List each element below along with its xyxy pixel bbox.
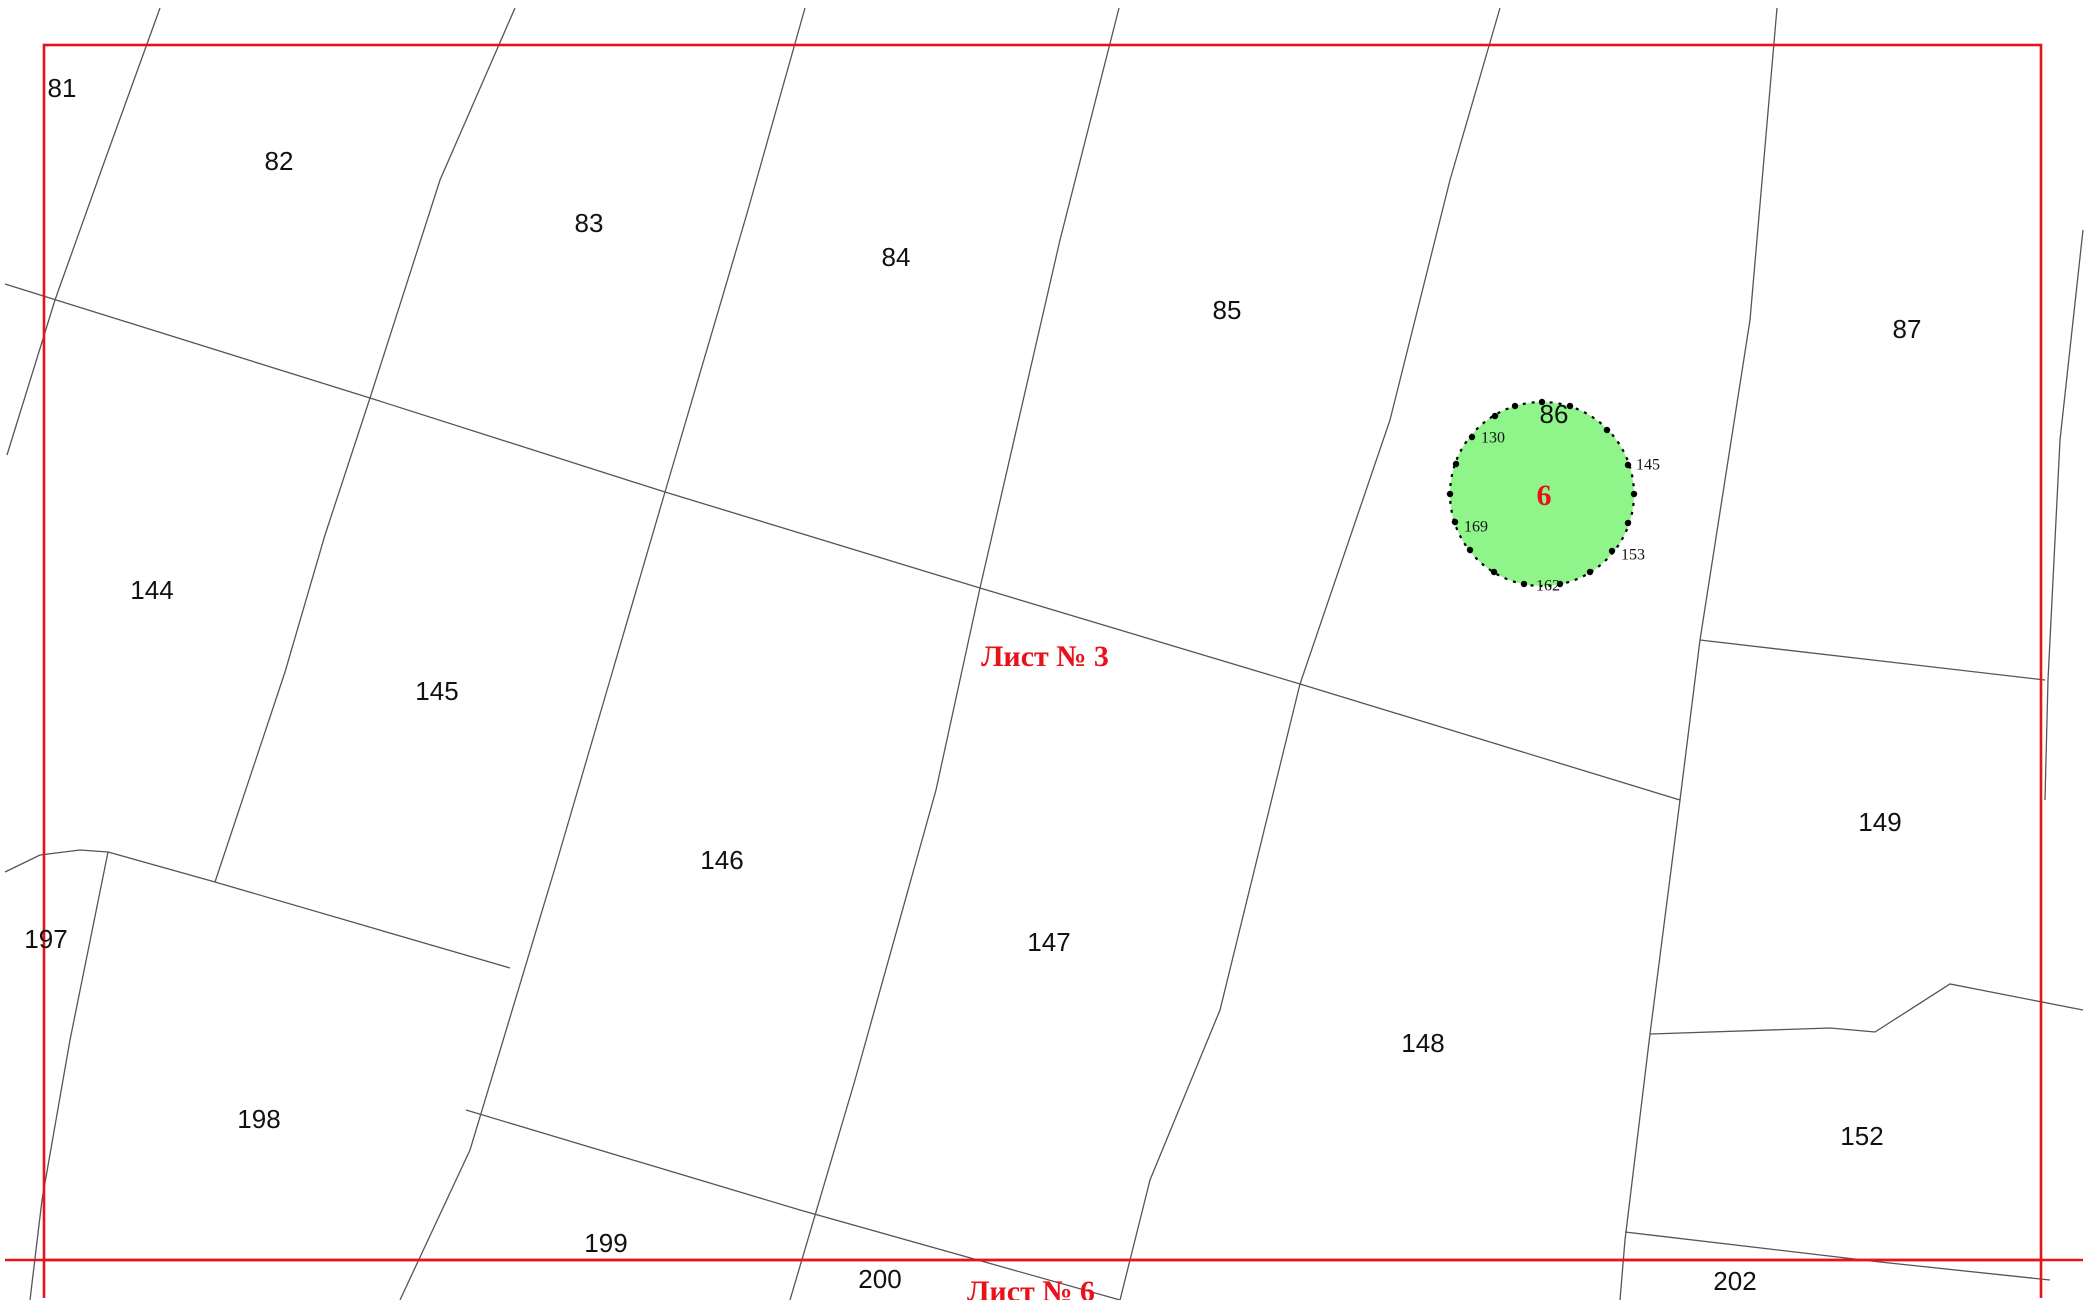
boundary-line: [6, 7, 161, 456]
point-label-162: 162: [1536, 578, 1560, 595]
parcel-labels: 81 82 83 84 85 86 87 144 145 146 147 148…: [24, 73, 1921, 1296]
parcel-label-202: 202: [1713, 1266, 1756, 1296]
zone-number-label: 6: [1537, 479, 1552, 512]
boundary-line: [399, 7, 806, 1300]
vertex-point: [1603, 426, 1611, 434]
parcel-label-84: 84: [882, 242, 911, 272]
parcel-label-200: 200: [858, 1264, 901, 1294]
boundary-line: [4, 283, 1681, 801]
parcel-label-85: 85: [1213, 295, 1242, 325]
zone-vertices: [1446, 398, 1638, 588]
point-label-130: 130: [1481, 430, 1505, 447]
parcel-label-144: 144: [130, 575, 173, 605]
zone-6: 6 130 145 153 162 169: [1446, 398, 1660, 595]
boundary-line: [2044, 229, 2084, 801]
parcel-label-81: 81: [48, 73, 77, 103]
sheet-frame: [5, 43, 2083, 1298]
parcel-label-83: 83: [575, 208, 604, 238]
parcel-label-82: 82: [265, 146, 294, 176]
boundary-line: [1649, 983, 2084, 1035]
vertex-point: [1630, 490, 1638, 498]
vertex-point: [1624, 519, 1632, 527]
vertex-point: [1468, 433, 1476, 441]
parcel-label-198: 198: [237, 1104, 280, 1134]
vertex-point: [1608, 547, 1616, 555]
vertex-point: [1556, 580, 1564, 588]
vertex-point: [1566, 402, 1574, 410]
parcel-label-149: 149: [1858, 807, 1901, 837]
parcel-boundaries: [4, 7, 2084, 1300]
boundary-line: [1619, 7, 1778, 1300]
vertex-point: [1538, 398, 1546, 406]
parcel-label-197: 197: [24, 924, 67, 954]
boundary-line: [1119, 7, 1501, 1300]
vertex-point: [1624, 461, 1632, 469]
parcel-label-152: 152: [1840, 1121, 1883, 1151]
sheet-label-current: Лист № 3: [981, 640, 1109, 673]
parcel-label-145: 145: [415, 676, 458, 706]
parcel-label-146: 146: [700, 845, 743, 875]
vertex-point: [1451, 518, 1459, 526]
point-label-169: 169: [1464, 519, 1488, 536]
vertex-point: [1511, 402, 1519, 410]
boundary-line: [1624, 1231, 2051, 1281]
point-label-145: 145: [1636, 457, 1660, 474]
parcel-label-199: 199: [584, 1228, 627, 1258]
boundary-line: [789, 7, 1120, 1300]
sheet-label-below: Лист № 6: [967, 1275, 1095, 1300]
boundary-line: [4, 849, 511, 969]
boundary-line: [214, 7, 516, 883]
vertex-point: [1446, 490, 1454, 498]
vertex-point: [1452, 460, 1460, 468]
parcel-label-148: 148: [1401, 1028, 1444, 1058]
vertex-point: [1586, 568, 1594, 576]
boundary-line: [29, 851, 109, 1300]
point-label-153: 153: [1621, 547, 1645, 564]
vertex-point: [1490, 568, 1498, 576]
vertex-point: [1520, 580, 1528, 588]
vertex-point: [1466, 546, 1474, 554]
vertex-point: [1491, 412, 1499, 420]
parcel-label-87: 87: [1893, 314, 1922, 344]
boundary-line: [465, 1109, 1121, 1300]
parcel-label-86: 86: [1540, 399, 1569, 429]
parcel-label-147: 147: [1027, 927, 1070, 957]
boundary-line: [1699, 639, 2046, 681]
